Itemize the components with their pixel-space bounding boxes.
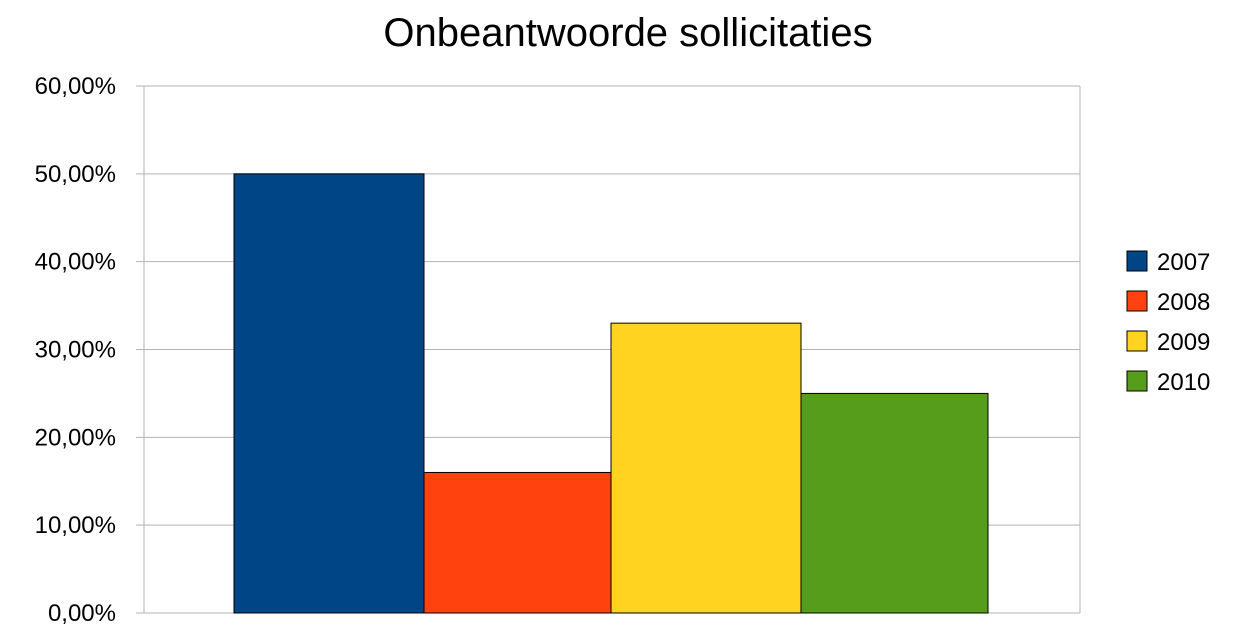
bar-2007: [233, 173, 425, 614]
legend: 2007 2008 2009 2010: [1126, 249, 1210, 396]
bar-2010: [800, 392, 989, 614]
y-tick-label: 60,00%: [35, 73, 116, 100]
y-axis-tick-labels: 0,00% 10,00% 20,00% 30,00% 40,00% 50,00% 60,00…: [35, 73, 116, 627]
legend-swatch-2010: [1126, 370, 1148, 392]
chart-title: Onbeantwoorde sollicitaties: [383, 11, 872, 55]
legend-label-2007: 2007: [1157, 249, 1210, 276]
legend-swatch-2008: [1126, 290, 1148, 312]
bar-2009: [610, 322, 802, 614]
y-tick-label: 40,00%: [35, 249, 116, 276]
legend-label-2008: 2008: [1157, 289, 1210, 316]
y-tick-label: 10,00%: [35, 512, 116, 539]
y-tick-label: 30,00%: [35, 337, 116, 364]
y-tick-label: 20,00%: [35, 424, 116, 451]
legend-swatch-2009: [1126, 330, 1148, 352]
legend-label-2009: 2009: [1157, 329, 1210, 356]
bars: [233, 173, 989, 614]
y-tick-label: 0,00%: [48, 600, 116, 627]
legend-label-2010: 2010: [1157, 369, 1210, 396]
bar-2008: [423, 471, 612, 614]
y-tick-label: 50,00%: [35, 161, 116, 188]
legend-swatch-2007: [1126, 250, 1148, 272]
